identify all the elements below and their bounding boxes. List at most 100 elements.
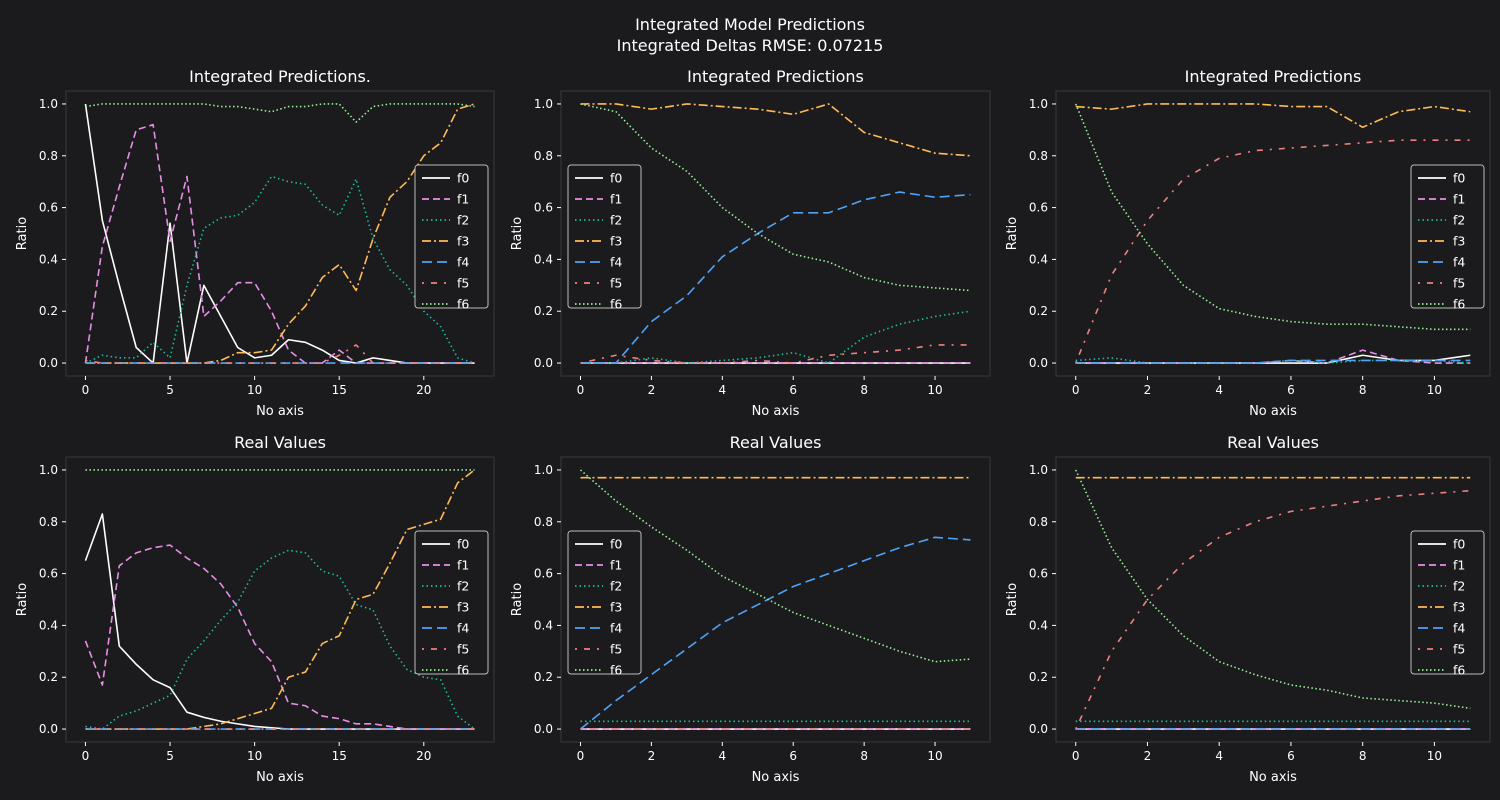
y-tick-label: 0.6 — [1029, 201, 1048, 215]
x-tick-label: 8 — [860, 749, 868, 763]
x-tick-label: 4 — [1215, 383, 1223, 397]
y-tick-label: 0.0 — [1029, 722, 1048, 736]
legend-label-f1: f1 — [1453, 558, 1465, 573]
y-axis-label: Ratio — [510, 583, 525, 616]
panel-title: Integrated Predictions — [687, 67, 864, 86]
legend-label-f2: f2 — [457, 579, 469, 594]
panel-title: Real Values — [234, 433, 326, 452]
y-tick-label: 0.2 — [1029, 670, 1048, 684]
legend-label-f0: f0 — [457, 171, 469, 186]
legend-label-f6: f6 — [1453, 297, 1465, 312]
y-tick-label: 0.0 — [1029, 356, 1048, 370]
x-tick-label: 8 — [860, 383, 868, 397]
x-tick-label: 4 — [718, 383, 726, 397]
legend-label-f5: f5 — [610, 276, 622, 291]
y-tick-label: 1.0 — [534, 463, 553, 477]
legend-label-f3: f3 — [1453, 234, 1465, 249]
legend-label-f4: f4 — [457, 621, 469, 636]
x-tick-label: 0 — [1072, 383, 1080, 397]
legend-label-f5: f5 — [1453, 642, 1465, 657]
figure-title: Integrated Model Predictions — [635, 15, 865, 34]
x-tick-label: 10 — [1427, 749, 1442, 763]
x-axis-label: No axis — [256, 404, 304, 419]
legend-box — [1410, 530, 1485, 675]
y-tick-label: 1.0 — [534, 97, 553, 111]
legend-label-f1: f1 — [1453, 192, 1465, 207]
y-tick-label: 0.0 — [39, 356, 58, 370]
legend-label-f3: f3 — [457, 234, 469, 249]
chart-panel-0: Integrated Predictions. 0.0 0.2 0.4 0.6 0.8 1.… — [15, 67, 495, 419]
figure-subtitle-rmse: Integrated Deltas RMSE: 0.07215 — [617, 36, 884, 55]
series-line-f5 — [580, 344, 971, 364]
x-tick-label: 6 — [789, 749, 797, 763]
y-tick-label: 0.8 — [39, 149, 58, 163]
series-group — [1074, 103, 1471, 364]
y-tick-label: 0.8 — [534, 149, 553, 163]
legend-label-f5: f5 — [1453, 276, 1465, 291]
legend: f0 f1 f2 f3 f4 f5 f6 — [1410, 530, 1485, 678]
x-tick-label: 6 — [1287, 749, 1295, 763]
legend-label-f4: f4 — [457, 255, 469, 270]
legend-label-f0: f0 — [1453, 171, 1465, 186]
y-tick-label: 0.0 — [39, 722, 58, 736]
legend-label-f1: f1 — [610, 192, 622, 207]
y-axis-label: Ratio — [1005, 217, 1020, 250]
legend-label-f3: f3 — [610, 600, 622, 615]
series-group — [1075, 469, 1471, 730]
x-tick-label: 0 — [1072, 749, 1080, 763]
x-tick-label: 15 — [332, 383, 347, 397]
y-tick-label: 0.2 — [534, 670, 553, 684]
legend-label-f6: f6 — [457, 297, 469, 312]
chart-panel-2: Integrated Predictions 0.0 0.2 0.4 0.6 0.8 1.0… — [1005, 67, 1491, 419]
legend-label-f2: f2 — [1453, 213, 1465, 228]
y-tick-label: 0.2 — [39, 304, 58, 318]
y-tick-label: 0.6 — [39, 201, 58, 215]
y-tick-label: 0.4 — [1029, 618, 1048, 632]
x-axis-label: No axis — [752, 770, 800, 785]
legend-label-f1: f1 — [610, 558, 622, 573]
legend-label-f1: f1 — [457, 558, 469, 573]
x-axis-label: No axis — [1249, 770, 1297, 785]
legend-label-f6: f6 — [1453, 663, 1465, 678]
series-group — [579, 469, 971, 730]
x-tick-label: 4 — [718, 749, 726, 763]
series-line-f4 — [580, 191, 971, 364]
series-line-f6 — [1075, 469, 1471, 710]
legend-label-f3: f3 — [610, 234, 622, 249]
legend-box — [1410, 164, 1485, 309]
y-axis-label: Ratio — [1005, 583, 1020, 616]
legend: f0 f1 f2 f3 f4 f5 f6 — [414, 530, 489, 678]
y-tick-label: 0.8 — [1029, 149, 1048, 163]
x-tick-label: 15 — [332, 749, 347, 763]
x-tick-label: 20 — [416, 383, 431, 397]
x-tick-label: 5 — [166, 383, 174, 397]
x-tick-label: 8 — [1359, 749, 1367, 763]
x-tick-label: 4 — [1215, 749, 1223, 763]
legend-label-f4: f4 — [610, 621, 622, 636]
legend-label-f5: f5 — [610, 642, 622, 657]
legend-label-f4: f4 — [610, 255, 622, 270]
series-line-f4 — [1075, 359, 1471, 364]
legend-box — [567, 530, 642, 675]
legend-box — [414, 530, 489, 675]
legend: f0 f1 f2 f3 f4 f5 f6 — [567, 164, 642, 312]
y-tick-label: 0.6 — [534, 201, 553, 215]
panel-title: Real Values — [730, 433, 822, 452]
legend-label-f6: f6 — [610, 663, 622, 678]
y-axis-label: Ratio — [15, 217, 30, 250]
panel-title: Integrated Predictions. — [189, 67, 371, 86]
x-tick-label: 0 — [82, 383, 90, 397]
x-tick-label: 2 — [1144, 383, 1152, 397]
y-tick-label: 0.4 — [39, 252, 58, 266]
panel-title: Integrated Predictions — [1185, 67, 1362, 86]
x-tick-label: 10 — [247, 383, 262, 397]
legend-label-f4: f4 — [1453, 255, 1465, 270]
legend-box — [567, 164, 642, 309]
y-tick-label: 0.4 — [534, 252, 553, 266]
y-axis-label: Ratio — [15, 583, 30, 616]
legend-label-f3: f3 — [457, 600, 469, 615]
legend-label-f6: f6 — [457, 663, 469, 678]
legend-label-f5: f5 — [457, 642, 469, 657]
legend-label-f2: f2 — [457, 213, 469, 228]
